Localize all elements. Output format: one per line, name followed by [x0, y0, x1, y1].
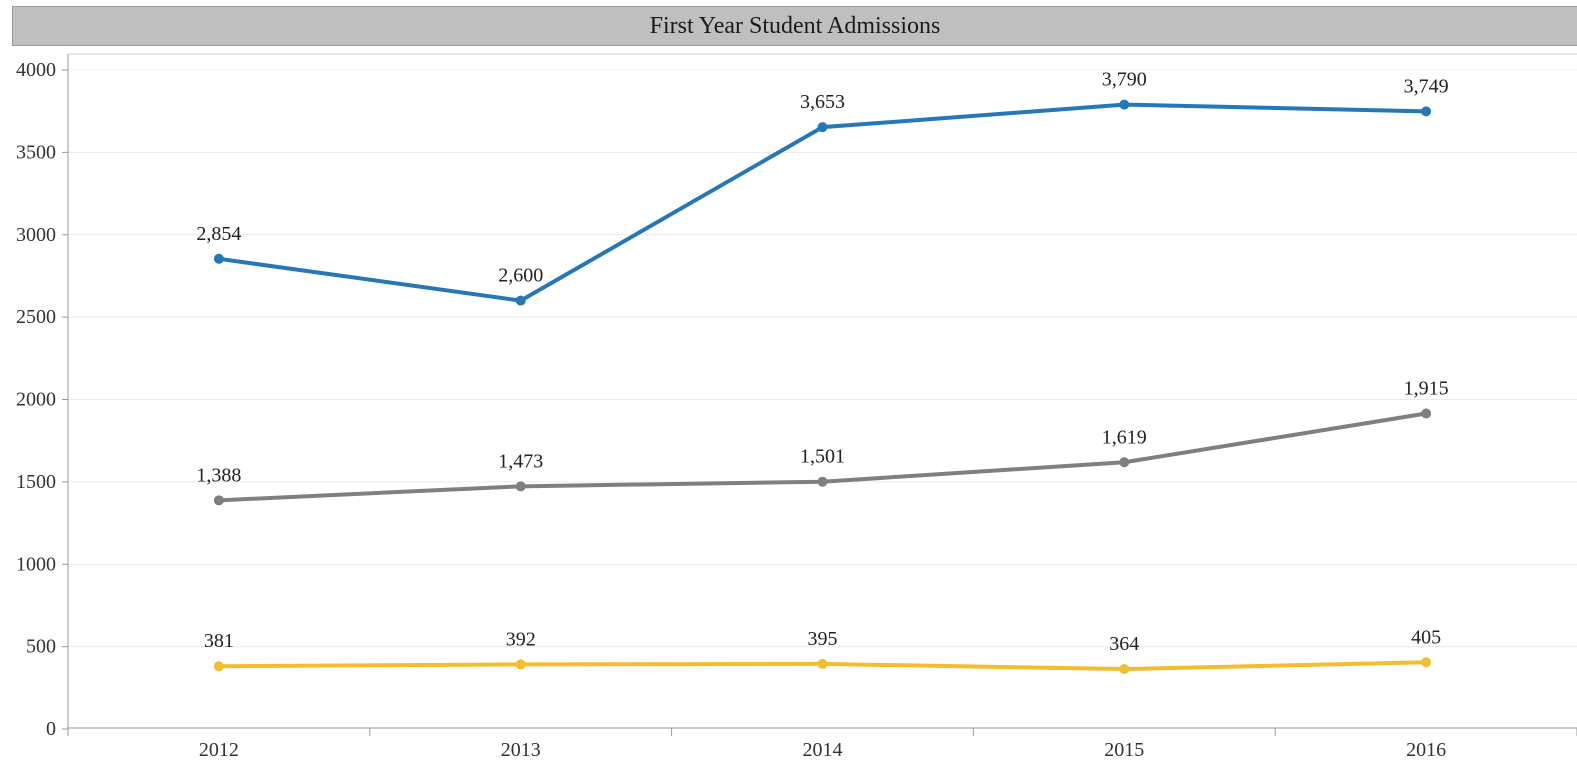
y-tick-label: 2500	[16, 306, 56, 328]
series-lines	[213, 99, 1432, 675]
y-tick-label: 0	[46, 718, 56, 740]
chart-title: First Year Student Admissions	[649, 12, 941, 39]
data-point	[1119, 457, 1130, 468]
data-label: 1,619	[1102, 426, 1147, 448]
axes: 0 500 1000 1500 2000 2500 3000 3500 4000 2012 2013…	[16, 53, 1577, 761]
data-point	[1421, 106, 1432, 117]
data-point	[213, 253, 224, 264]
data-label: 381	[204, 630, 234, 652]
data-point	[515, 481, 526, 492]
data-point	[1421, 657, 1432, 668]
data-label: 395	[808, 628, 838, 650]
chart-title-bar: First Year Student Admissions	[12, 6, 1577, 46]
data-point	[817, 122, 828, 133]
y-tick-label: 3000	[16, 224, 56, 246]
series-line	[216, 102, 1429, 303]
data-point	[213, 495, 224, 506]
y-tick-label: 4000	[16, 59, 56, 81]
data-label: 1,915	[1404, 378, 1449, 400]
data-point	[1421, 408, 1432, 419]
data-point	[213, 661, 224, 672]
data-point	[1119, 664, 1130, 675]
data-label: 364	[1109, 633, 1139, 655]
x-tick-label: 2014	[803, 739, 843, 761]
data-label: 3,790	[1102, 69, 1147, 91]
data-label: 1,501	[800, 446, 845, 468]
gridlines	[68, 69, 1577, 648]
data-labels: 2,854 2,600 3,653 3,790 3,749 1,388 1,473 1,501…	[196, 69, 1448, 655]
y-tick-label: 1500	[16, 471, 56, 493]
x-tick-label: 2015	[1104, 739, 1144, 761]
x-tick-label: 2013	[501, 739, 541, 761]
data-label: 2,600	[498, 265, 543, 287]
data-label: 2,854	[196, 223, 241, 245]
y-tick-label: 500	[26, 636, 56, 658]
data-point	[817, 658, 828, 669]
y-tick-label: 3500	[16, 141, 56, 163]
data-point	[515, 295, 526, 306]
data-label: 405	[1411, 626, 1441, 648]
y-tick-label: 1000	[16, 553, 56, 575]
data-label: 1,388	[196, 464, 241, 486]
data-point	[515, 659, 526, 670]
y-tick-label: 2000	[16, 389, 56, 411]
data-point	[1119, 99, 1130, 110]
data-point	[817, 476, 828, 487]
data-label: 1,473	[498, 450, 543, 472]
x-tick-label: 2016	[1406, 739, 1446, 761]
data-label: 3,653	[800, 91, 845, 113]
data-label: 3,749	[1404, 75, 1449, 97]
x-tick-label: 2012	[199, 739, 239, 761]
data-label: 392	[506, 628, 536, 650]
